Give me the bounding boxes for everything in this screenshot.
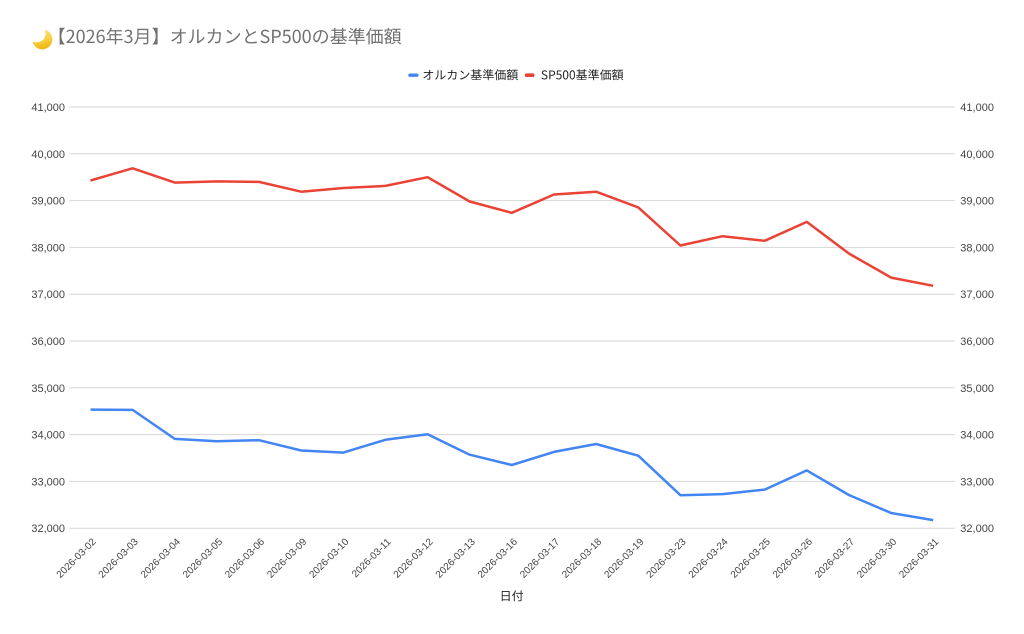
svg-text:36,000: 36,000 [960, 336, 994, 348]
svg-text:32,000: 32,000 [960, 523, 994, 535]
svg-text:40,000: 40,000 [31, 149, 65, 161]
svg-text:38,000: 38,000 [960, 242, 994, 254]
svg-text:38,000: 38,000 [31, 242, 65, 254]
svg-text:34,000: 34,000 [960, 430, 994, 442]
svg-text:41,000: 41,000 [960, 102, 994, 114]
svg-text:34,000: 34,000 [31, 430, 65, 442]
svg-text:35,000: 35,000 [960, 383, 994, 395]
svg-text:32,000: 32,000 [31, 523, 65, 535]
svg-text:37,000: 37,000 [31, 289, 65, 301]
svg-text:36,000: 36,000 [31, 336, 65, 348]
svg-text:37,000: 37,000 [960, 289, 994, 301]
svg-text:33,000: 33,000 [960, 476, 994, 488]
svg-text:41,000: 41,000 [31, 102, 65, 114]
svg-text:39,000: 39,000 [960, 196, 994, 208]
svg-text:40,000: 40,000 [960, 149, 994, 161]
svg-text:39,000: 39,000 [31, 196, 65, 208]
svg-text:35,000: 35,000 [31, 383, 65, 395]
svg-text:33,000: 33,000 [31, 476, 65, 488]
